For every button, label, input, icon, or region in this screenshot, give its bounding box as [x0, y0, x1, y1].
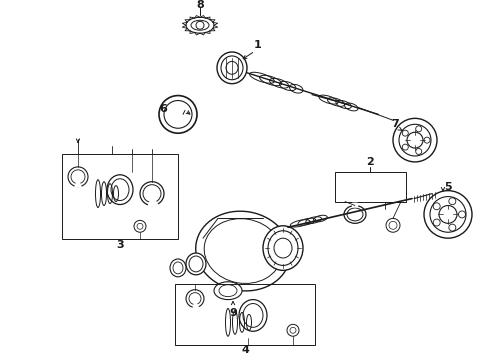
- Bar: [335, 172, 406, 202]
- Text: 2: 2: [366, 157, 374, 167]
- Ellipse shape: [239, 300, 267, 331]
- Text: 9: 9: [229, 309, 237, 319]
- Circle shape: [287, 324, 299, 336]
- Wedge shape: [351, 203, 359, 208]
- Circle shape: [186, 290, 204, 307]
- Ellipse shape: [107, 175, 133, 204]
- Ellipse shape: [214, 282, 242, 300]
- Text: 7: 7: [391, 119, 399, 129]
- Text: 6: 6: [159, 104, 167, 114]
- Bar: [62, 154, 178, 239]
- Circle shape: [386, 219, 400, 232]
- Ellipse shape: [217, 52, 247, 84]
- Circle shape: [68, 167, 88, 187]
- Text: 4: 4: [241, 345, 249, 355]
- Circle shape: [393, 118, 437, 162]
- Circle shape: [140, 182, 164, 206]
- Ellipse shape: [196, 211, 290, 291]
- Text: 8: 8: [196, 0, 204, 10]
- Bar: [175, 284, 315, 345]
- Ellipse shape: [344, 206, 366, 223]
- Circle shape: [159, 95, 197, 133]
- Wedge shape: [193, 303, 199, 309]
- Text: 3: 3: [116, 240, 124, 250]
- Ellipse shape: [186, 253, 206, 275]
- Ellipse shape: [170, 259, 186, 277]
- Circle shape: [134, 220, 146, 232]
- Wedge shape: [147, 201, 158, 207]
- Text: 5: 5: [444, 182, 452, 192]
- Text: 1: 1: [254, 40, 262, 50]
- Wedge shape: [74, 183, 82, 188]
- Ellipse shape: [263, 226, 303, 270]
- Circle shape: [424, 191, 472, 238]
